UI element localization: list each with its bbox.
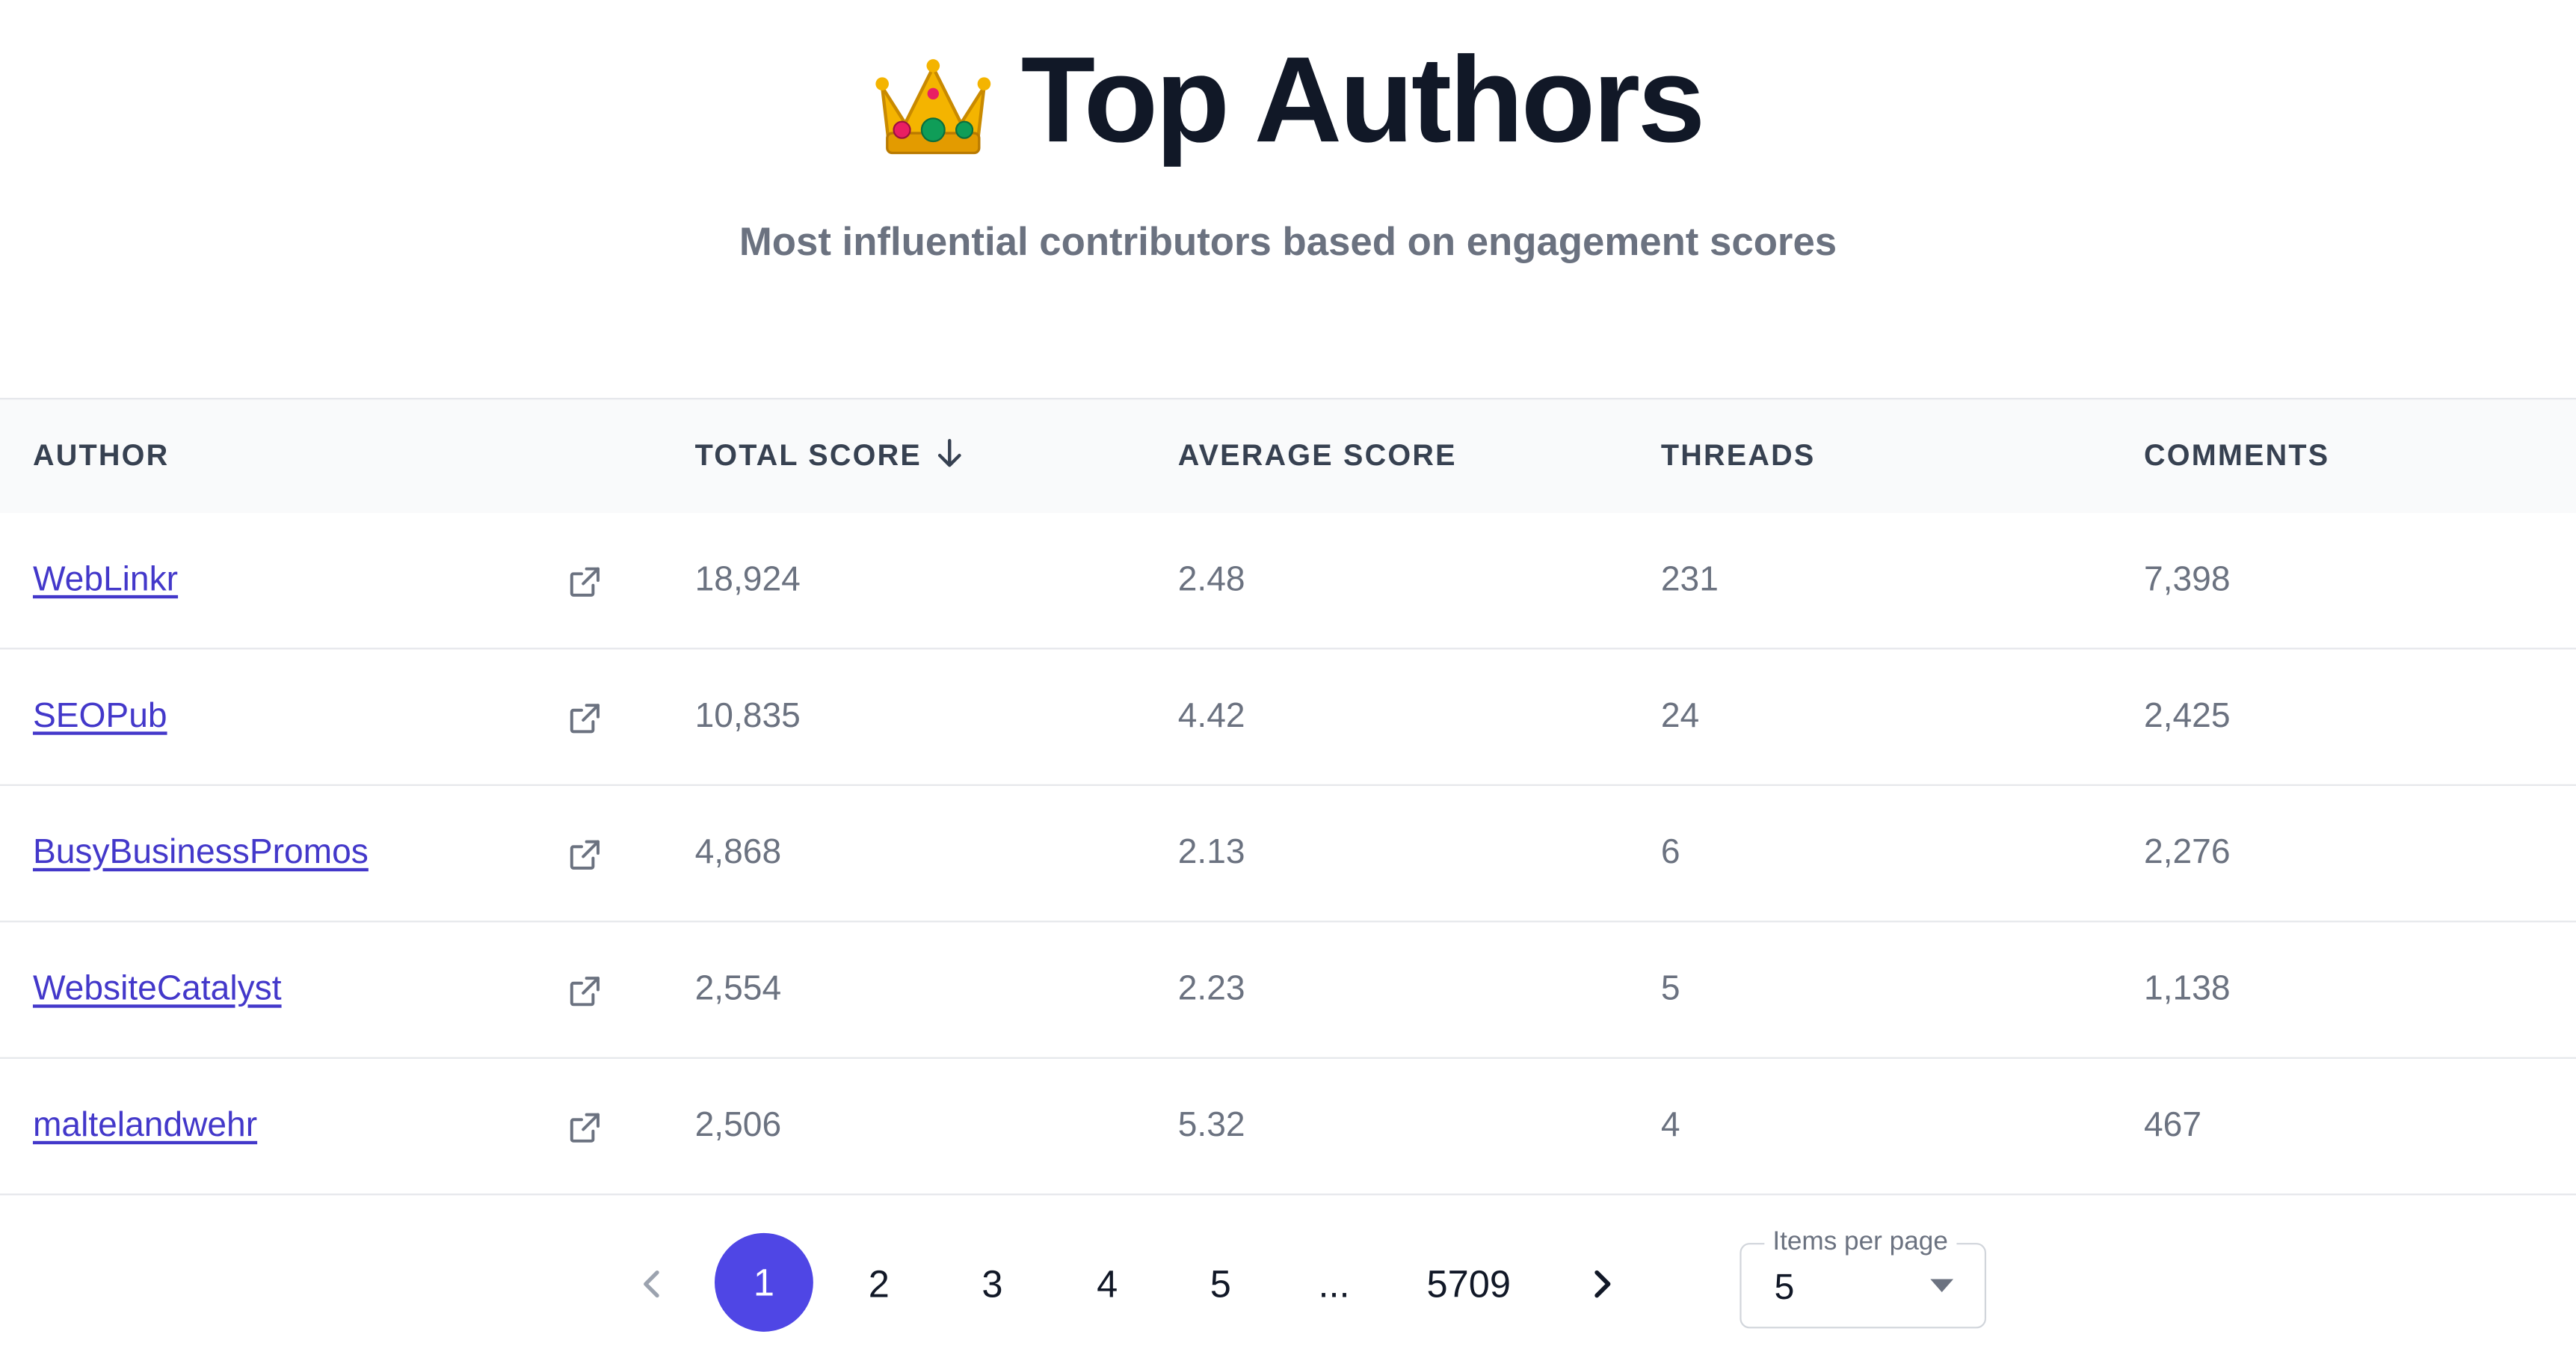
chevron-right-icon[interactable] xyxy=(1582,1265,1621,1304)
total-score-cell: 18,924 xyxy=(694,560,801,599)
average-score-cell: 2.23 xyxy=(1177,970,1245,1008)
table-row: WebsiteCatalyst 2,554 2.23 5 1,138 xyxy=(0,922,2576,1059)
page-button-current[interactable]: 1 xyxy=(714,1232,813,1332)
author-cell: WebsiteCatalyst xyxy=(33,922,282,1057)
page-subtitle: Most influential contributors based on e… xyxy=(739,220,1837,265)
average-score-cell: 2.13 xyxy=(1177,833,1245,872)
page-header: Top Authors xyxy=(0,30,2576,171)
threads-cell: 5 xyxy=(1660,970,1680,1008)
comments-cell: 2,425 xyxy=(2143,697,2231,735)
crown-icon xyxy=(876,59,992,155)
column-header-threads[interactable]: THREADS xyxy=(1660,439,1816,472)
average-score-cell: 2.48 xyxy=(1177,560,1245,599)
threads-cell: 6 xyxy=(1660,833,1680,872)
page-title: Top Authors xyxy=(1020,31,1706,168)
comments-cell: 2,276 xyxy=(2143,833,2231,872)
table-row: WebLinkr 18,924 2.48 231 7,398 xyxy=(0,513,2576,650)
table-row: BusyBusinessPromos 4,868 2.13 6 2,276 xyxy=(0,786,2576,923)
external-link-icon[interactable] xyxy=(565,835,605,875)
author-cell: WebLinkr xyxy=(33,513,178,648)
arrow-down-icon xyxy=(937,439,961,467)
comments-cell: 7,398 xyxy=(2143,560,2231,599)
table-row: maltelandwehr 2,506 5.32 4 467 xyxy=(0,1059,2576,1196)
author-link[interactable]: WebLinkr xyxy=(32,560,179,599)
author-cell: BusyBusinessPromos xyxy=(33,786,369,921)
items-per-page-select[interactable]: Items per page 5 xyxy=(1740,1226,1987,1329)
threads-cell: 4 xyxy=(1660,1106,1680,1145)
items-per-page-value: 5 xyxy=(1774,1265,1795,1307)
author-link[interactable]: WebsiteCatalyst xyxy=(32,970,282,1008)
total-score-cell: 2,554 xyxy=(694,970,782,1008)
column-header-total-score[interactable]: TOTAL SCORE xyxy=(695,399,964,513)
column-header-average-score[interactable]: AVERAGE SCORE xyxy=(1177,439,1457,472)
total-score-cell: 10,835 xyxy=(694,697,801,735)
author-link[interactable]: BusyBusinessPromos xyxy=(32,833,369,872)
page-ellipsis: ... xyxy=(1318,1262,1350,1306)
author-cell: SEOPub xyxy=(33,649,167,784)
comments-cell: 467 xyxy=(2143,1106,2202,1145)
column-header-comments[interactable]: COMMENTS xyxy=(2143,439,2330,472)
external-link-icon[interactable] xyxy=(565,1108,605,1148)
total-score-cell: 2,506 xyxy=(694,1106,782,1145)
author-link[interactable]: SEOPub xyxy=(32,697,167,735)
page-button[interactable]: 4 xyxy=(1097,1262,1118,1306)
external-link-icon[interactable] xyxy=(565,698,605,738)
average-score-cell: 4.42 xyxy=(1177,697,1245,735)
column-header-total-score-label: TOTAL SCORE xyxy=(694,439,922,472)
threads-cell: 24 xyxy=(1660,697,1700,735)
external-link-icon[interactable] xyxy=(565,971,605,1011)
column-header-author[interactable]: AUTHOR xyxy=(32,439,170,472)
page-button[interactable]: 2 xyxy=(868,1262,890,1306)
threads-cell: 231 xyxy=(1660,560,1719,599)
total-score-cell: 4,868 xyxy=(694,833,782,872)
table-body: WebLinkr 18,924 2.48 231 7,398 SEOPub xyxy=(0,513,2576,1196)
page-button-last[interactable]: 5709 xyxy=(1426,1262,1511,1306)
comments-cell: 1,138 xyxy=(2143,970,2231,1008)
pagination: 1 2 3 4 5 ... 5709 Items per page 5 xyxy=(0,1226,2576,1335)
average-score-cell: 5.32 xyxy=(1177,1106,1245,1145)
page-button[interactable]: 5 xyxy=(1210,1262,1231,1306)
author-cell: maltelandwehr xyxy=(33,1059,257,1193)
chevron-left-icon[interactable] xyxy=(632,1265,672,1304)
table-row: SEOPub 10,835 4.42 24 2,425 xyxy=(0,649,2576,786)
table-header: AUTHOR TOTAL SCORE AVERAGE SCORE THREADS… xyxy=(0,398,2576,513)
page-button[interactable]: 3 xyxy=(982,1262,1003,1306)
author-link[interactable]: maltelandwehr xyxy=(32,1106,258,1145)
items-per-page-label: Items per page xyxy=(1764,1226,1956,1260)
external-link-icon[interactable] xyxy=(565,562,605,602)
authors-table: AUTHOR TOTAL SCORE AVERAGE SCORE THREADS… xyxy=(0,398,2576,1196)
caret-down-icon xyxy=(1930,1279,1954,1293)
